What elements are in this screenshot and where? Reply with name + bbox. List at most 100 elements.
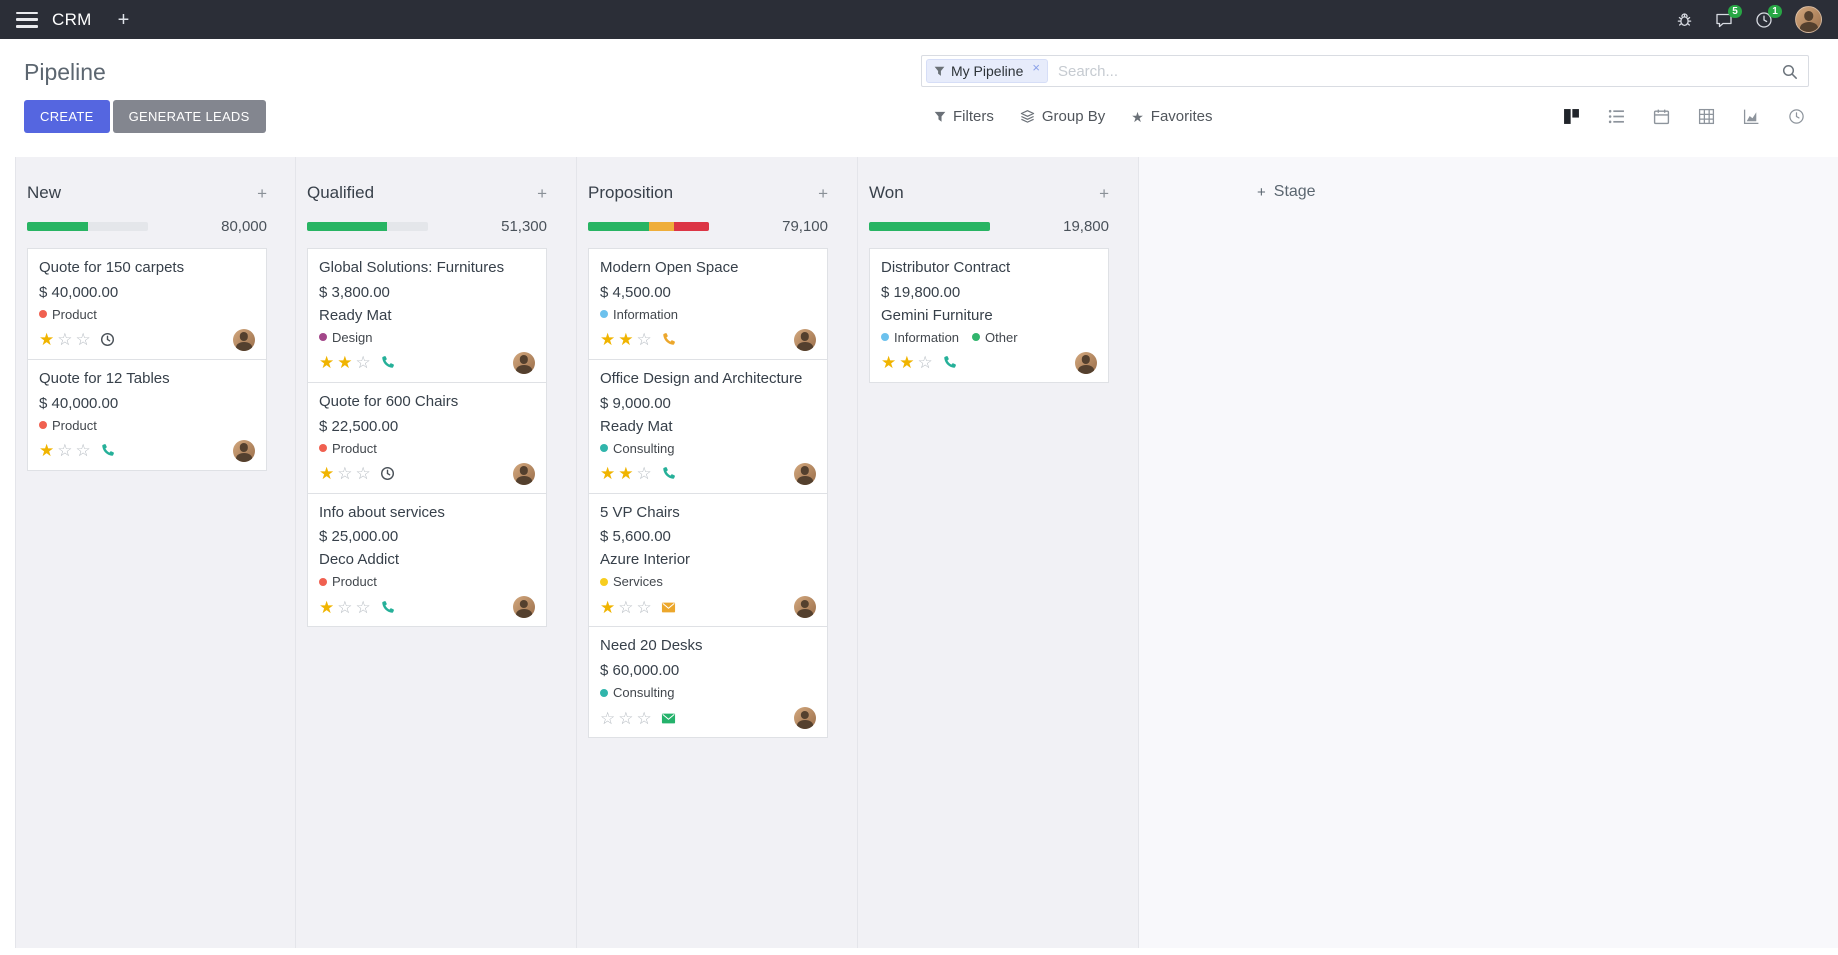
tag-color-dot [600, 444, 608, 452]
card-amount: $ 40,000.00 [39, 283, 119, 301]
add-icon[interactable]: + [117, 8, 130, 31]
card-tag: Product [39, 307, 97, 322]
kanban-card[interactable]: Quote for 600 Chairs $ 22,500.00 Product… [307, 381, 547, 494]
add-card-icon[interactable]: + [818, 183, 828, 203]
priority-stars[interactable]: ★ ☆ ☆ [600, 597, 652, 617]
card-title: Global Solutions: Furnitures [319, 259, 505, 276]
kanban-card[interactable]: Modern Open Space $ 4,500.00 Information… [588, 248, 828, 360]
tag-label: Other [985, 329, 1018, 345]
apps-menu-icon[interactable] [16, 11, 38, 28]
priority-stars[interactable]: ★ ☆ ☆ [319, 597, 371, 617]
salesperson-avatar[interactable] [233, 439, 255, 462]
column-total: 79,100 [782, 218, 828, 235]
card-amount: $ 3,800.00 [319, 283, 390, 301]
card-tag: Product [319, 441, 377, 456]
salesperson-avatar[interactable] [513, 462, 535, 485]
generate-leads-button[interactable]: GENERATE LEADS [112, 100, 266, 133]
favorites-label: Favorites [1150, 108, 1213, 125]
kanban-column-won: Won + 19,800 Distributor Contract $ 19,8… [858, 157, 1139, 948]
column-progressbar[interactable] [27, 222, 148, 231]
activity-clock-icon[interactable] [100, 332, 115, 347]
activity-clock-icon[interactable] [380, 466, 395, 481]
card-amount: $ 5,600.00 [600, 528, 671, 546]
kanban-card[interactable]: Office Design and Architecture $ 9,000.0… [588, 358, 828, 494]
search-facet-my-pipeline[interactable]: My Pipeline × [926, 59, 1048, 83]
activity-envelope-icon[interactable] [661, 711, 676, 726]
priority-stars[interactable]: ★ ★ ☆ [600, 330, 652, 350]
card-title: Quote for 150 carpets [39, 259, 185, 276]
search-icon[interactable] [1781, 63, 1798, 80]
card-title: Info about services [319, 503, 445, 521]
kanban-board: New + 80,000 Quote for 150 carpets $ 40,… [0, 157, 1838, 948]
facet-remove-icon[interactable]: × [1032, 60, 1040, 75]
salesperson-avatar[interactable] [513, 596, 535, 619]
priority-stars[interactable]: ☆ ☆ ☆ [600, 708, 652, 728]
column-progressbar[interactable] [588, 222, 709, 231]
kanban-card[interactable]: Info about services $ 25,000.00 Deco Add… [307, 492, 547, 628]
priority-stars[interactable]: ★ ☆ ☆ [39, 330, 91, 350]
tag-label: Product [52, 417, 97, 433]
priority-stars[interactable]: ★ ☆ ☆ [39, 441, 91, 460]
group-by-menu-button[interactable]: Group By [1007, 102, 1118, 131]
view-graph-button[interactable] [1741, 106, 1762, 127]
activity-envelope-icon[interactable] [661, 600, 676, 615]
add-stage-button[interactable]: + Stage [1257, 183, 1316, 201]
salesperson-avatar[interactable] [794, 462, 816, 485]
action-buttons: CREATE GENERATE LEADS [24, 100, 266, 133]
favorites-menu-button[interactable]: ★ Favorites [1118, 102, 1225, 131]
add-card-icon[interactable]: + [537, 183, 547, 203]
user-avatar[interactable] [1795, 6, 1822, 33]
add-card-icon[interactable]: + [1099, 183, 1109, 203]
kanban-card[interactable]: Global Solutions: Furnitures $ 3,800.00 … [307, 248, 547, 383]
activity-phone-icon[interactable] [380, 600, 395, 615]
column-progressbar[interactable] [869, 222, 990, 231]
kanban-card[interactable]: Distributor Contract $ 19,800.00 Gemini … [869, 248, 1109, 383]
kanban-card[interactable]: Quote for 12 Tables $ 40,000.00 Product … [27, 358, 267, 471]
kanban-card[interactable]: Need 20 Desks $ 60,000.00 Consulting ☆ ☆ ☆ [588, 626, 828, 738]
app-name[interactable]: CRM [52, 9, 92, 29]
debug-bug-icon[interactable] [1676, 11, 1693, 28]
salesperson-avatar[interactable] [1075, 351, 1097, 374]
activity-phone-icon[interactable] [942, 355, 957, 370]
kanban-card[interactable]: 5 VP Chairs $ 5,600.00 Azure Interior Se… [588, 492, 828, 628]
messages-icon[interactable]: 5 [1715, 4, 1742, 29]
salesperson-avatar[interactable] [794, 328, 816, 351]
column-progressbar[interactable] [307, 222, 428, 231]
tag-color-dot [600, 577, 608, 586]
card-title: Distributor Contract [881, 259, 1011, 276]
create-button[interactable]: CREATE [24, 100, 110, 133]
add-stage-area: + Stage [1139, 157, 1838, 948]
activity-phone-icon[interactable] [661, 332, 676, 347]
priority-stars[interactable]: ★ ★ ☆ [600, 464, 652, 483]
activity-phone-icon[interactable] [380, 355, 395, 370]
view-kanban-button[interactable] [1561, 106, 1582, 127]
salesperson-avatar[interactable] [513, 351, 535, 374]
view-activity-button[interactable] [1786, 106, 1807, 127]
card-partner: Deco Addict [319, 551, 400, 569]
view-pivot-button[interactable] [1696, 106, 1717, 127]
priority-stars[interactable]: ★ ☆ ☆ [319, 464, 371, 483]
search-bar[interactable]: My Pipeline × [921, 55, 1809, 87]
kanban-card[interactable]: Quote for 150 carpets $ 40,000.00 Produc… [27, 248, 267, 360]
salesperson-avatar[interactable] [794, 707, 816, 729]
column-title: Won [869, 183, 904, 202]
view-list-button[interactable] [1606, 106, 1627, 127]
salesperson-avatar[interactable] [233, 328, 255, 351]
priority-stars[interactable]: ★ ★ ☆ [881, 353, 933, 373]
tag-color-dot [881, 333, 889, 342]
activity-phone-icon[interactable] [100, 443, 115, 458]
view-calendar-button[interactable] [1651, 106, 1672, 127]
priority-stars[interactable]: ★ ★ ☆ [319, 353, 371, 373]
card-title: Office Design and Architecture [600, 369, 803, 387]
add-card-icon[interactable]: + [257, 183, 267, 203]
salesperson-avatar[interactable] [794, 596, 816, 619]
tag-label: Product [332, 574, 377, 590]
activity-phone-icon[interactable] [661, 466, 676, 481]
card-amount: $ 60,000.00 [600, 662, 680, 679]
search-input[interactable] [1047, 62, 1781, 80]
tag-label: Consulting [613, 685, 675, 700]
layers-icon [1020, 109, 1035, 124]
facet-label: My Pipeline [951, 63, 1024, 79]
filters-menu-button[interactable]: Filters [921, 102, 1007, 131]
activities-clock-icon[interactable]: 1 [1755, 4, 1782, 29]
